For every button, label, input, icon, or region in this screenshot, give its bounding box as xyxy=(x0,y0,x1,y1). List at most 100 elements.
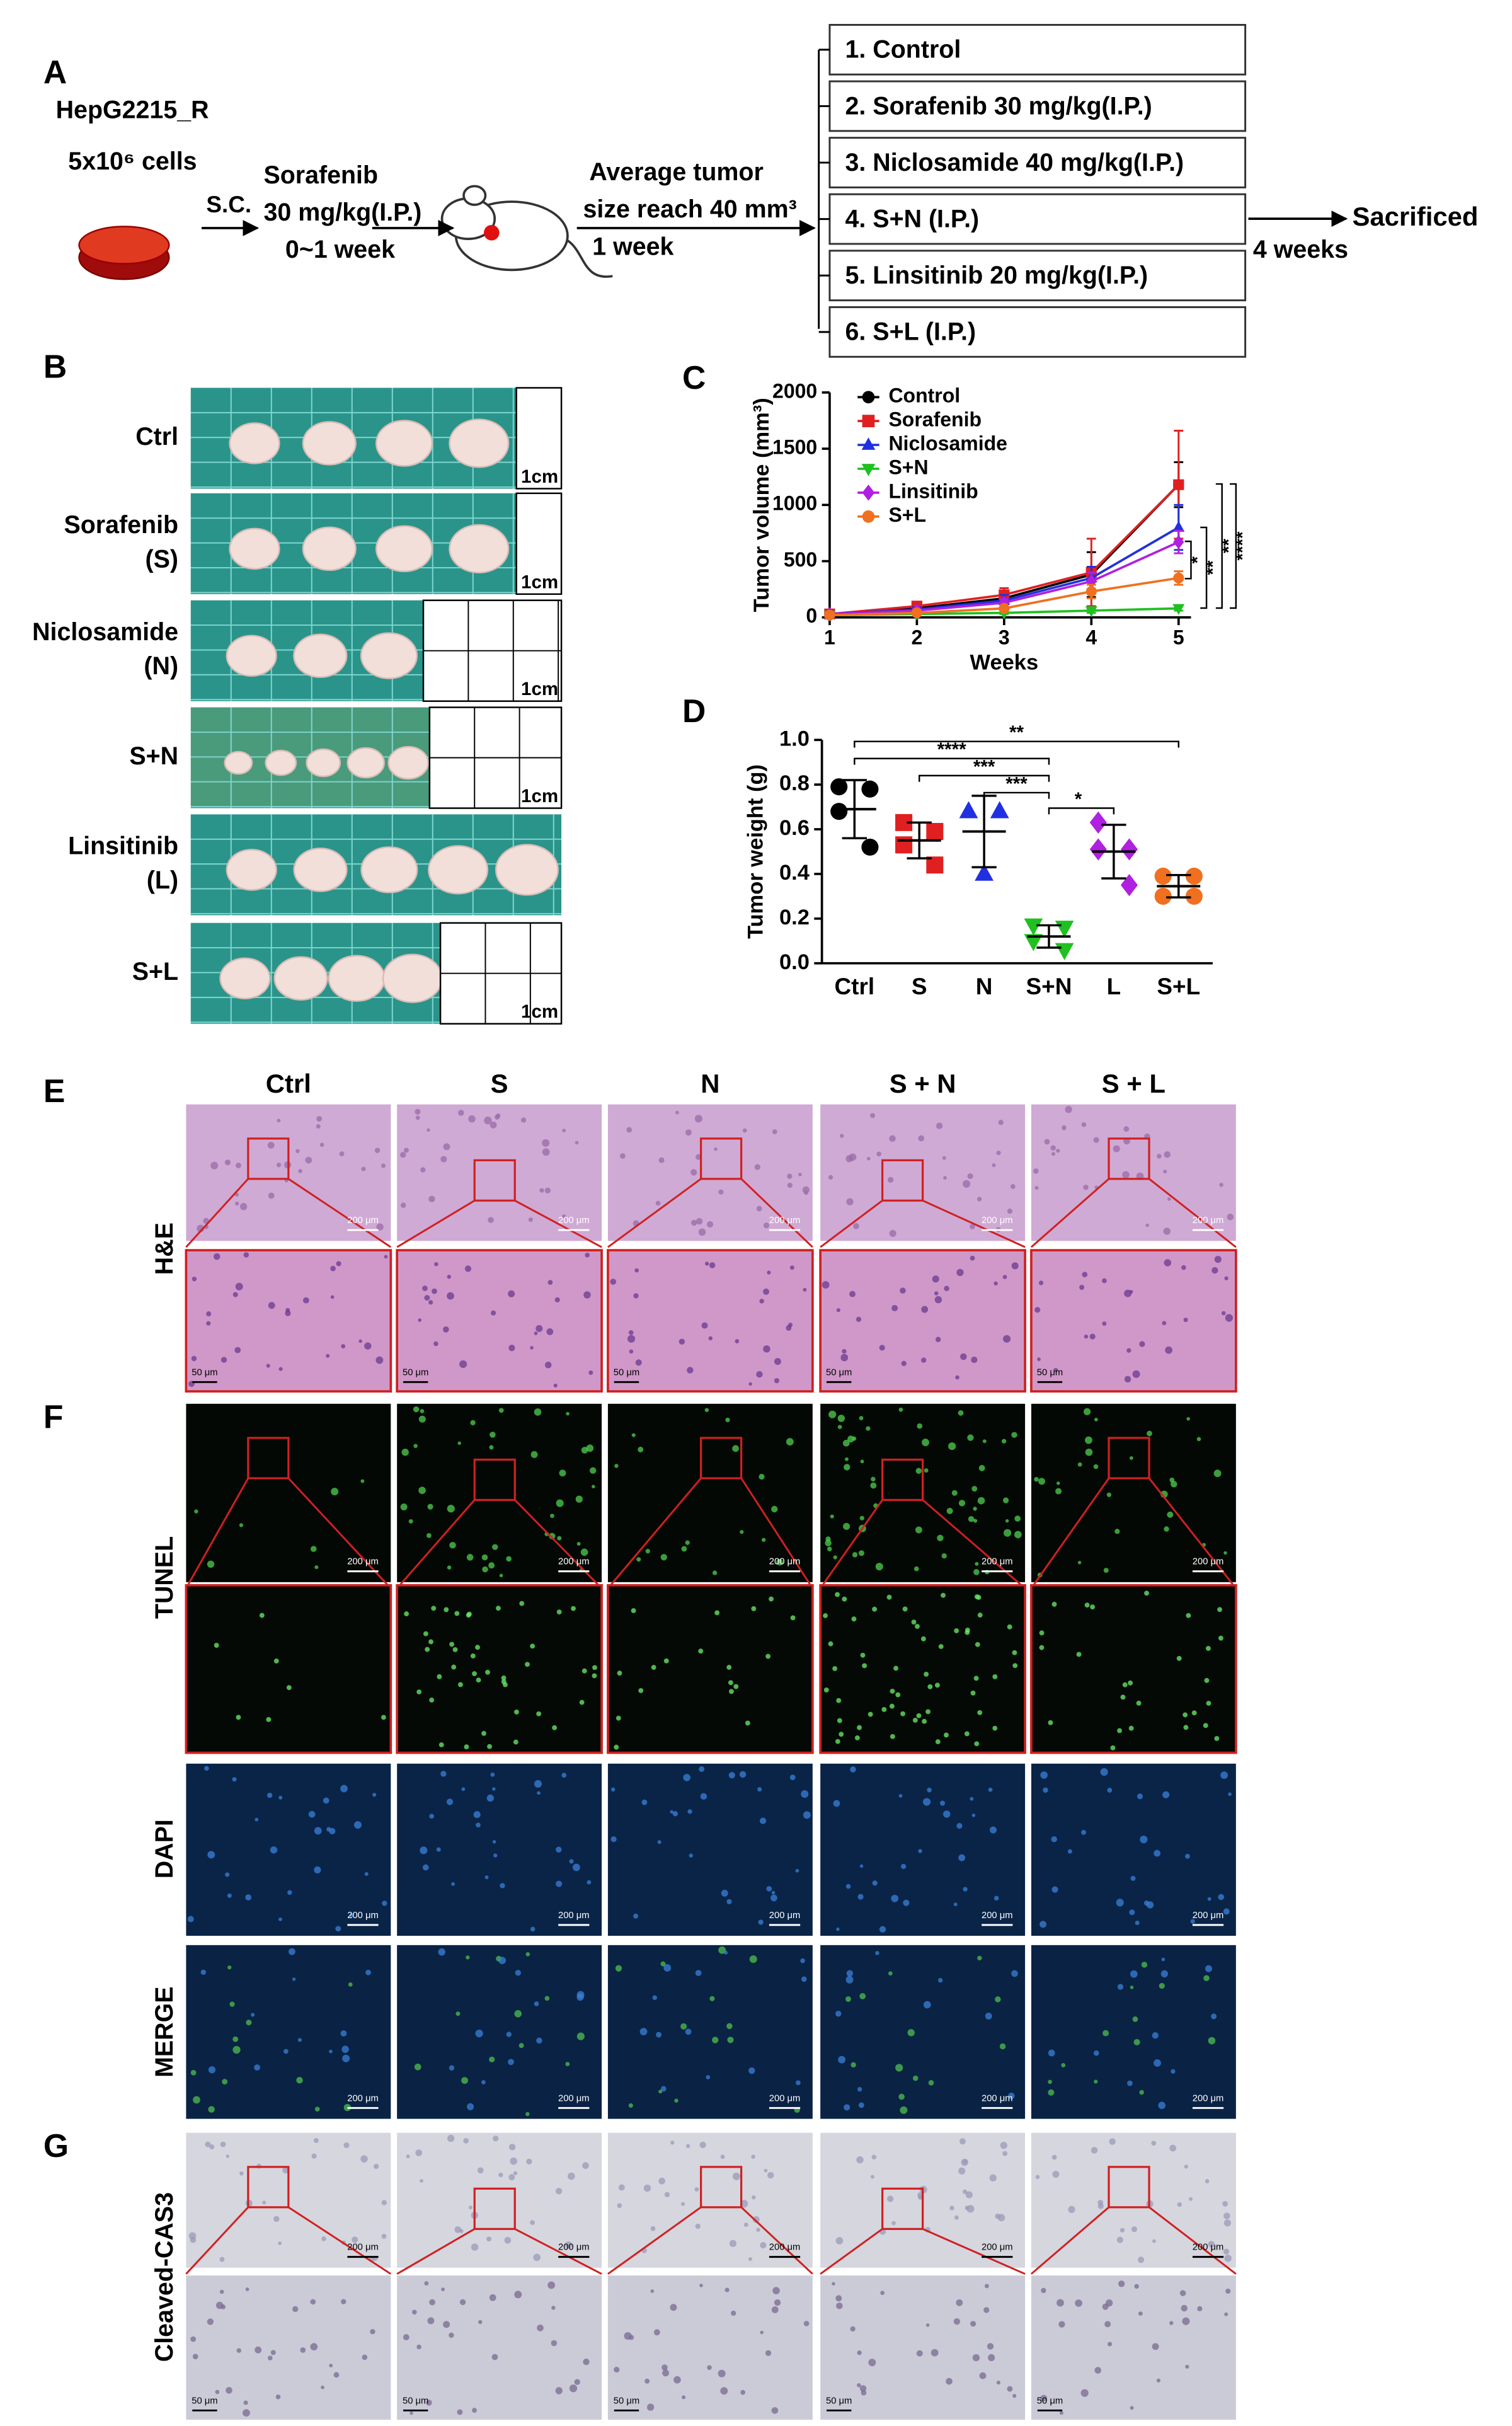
texture xyxy=(555,2188,563,2195)
texture xyxy=(278,1367,283,1371)
texture xyxy=(1075,2299,1082,2307)
texture xyxy=(550,1514,554,1518)
texture xyxy=(1132,1370,1140,1378)
texture xyxy=(658,2090,663,2094)
texture xyxy=(580,1548,588,1556)
scale-bar-label: 200 μm xyxy=(982,1557,1013,1567)
legend-label: Control xyxy=(888,384,960,407)
texture xyxy=(701,1322,708,1329)
texture xyxy=(492,1840,496,1844)
scale-bar-label: 50 μm xyxy=(826,1367,852,1377)
marker xyxy=(895,836,913,854)
texture xyxy=(836,2302,843,2309)
texture xyxy=(232,2045,241,2054)
texture xyxy=(996,1151,1001,1156)
texture xyxy=(995,1996,1001,2003)
texture xyxy=(973,1519,978,1523)
texture xyxy=(687,1809,692,1814)
texture xyxy=(492,1787,496,1791)
texture xyxy=(726,1899,732,1904)
texture xyxy=(748,2067,755,2074)
texture xyxy=(348,1982,353,1987)
texture xyxy=(822,1281,830,1289)
texture xyxy=(754,1164,760,1170)
texture xyxy=(658,1157,665,1163)
texture xyxy=(976,1197,982,1202)
texture xyxy=(759,1473,765,1480)
texture xyxy=(1007,1624,1012,1630)
texture xyxy=(914,1566,919,1572)
texture xyxy=(484,1875,489,1880)
texture xyxy=(617,2203,622,2208)
zoom-line xyxy=(1148,1478,1237,1589)
texture xyxy=(200,1969,207,1975)
row-label: Niclosamide xyxy=(32,618,178,646)
texture xyxy=(973,1507,977,1511)
texture xyxy=(490,1772,495,1777)
scale-bar-label: 200 μm xyxy=(558,2243,590,2253)
x-tick-label: 2 xyxy=(911,626,922,649)
texture xyxy=(1203,1975,1210,1982)
texture xyxy=(1138,2256,1145,2263)
texture xyxy=(192,2354,198,2360)
scale-bar-label: 200 μm xyxy=(1193,1216,1224,1226)
texture xyxy=(287,1890,292,1895)
texture xyxy=(674,2098,679,2103)
texture xyxy=(739,1771,747,1778)
texture xyxy=(193,2096,200,2104)
texture xyxy=(921,1357,927,1363)
texture xyxy=(408,1519,413,1524)
micrograph xyxy=(819,1584,1026,1754)
texture xyxy=(1014,1515,1021,1522)
texture xyxy=(226,2154,230,2158)
texture xyxy=(329,2049,333,2054)
texture xyxy=(490,1432,496,1438)
texture xyxy=(449,2065,455,2071)
texture xyxy=(489,2056,495,2062)
texture xyxy=(485,1669,490,1675)
texture xyxy=(850,2062,856,2068)
texture xyxy=(835,2295,842,2302)
row-label: S+L xyxy=(132,958,178,986)
texture xyxy=(1097,2203,1104,2209)
texture xyxy=(588,1370,593,1375)
texture xyxy=(426,1532,432,1538)
texture xyxy=(866,1426,871,1431)
texture xyxy=(191,1355,197,1362)
scale-bar-label: 200 μm xyxy=(769,1216,801,1226)
texture xyxy=(422,1864,429,1871)
texture xyxy=(1164,1526,1169,1532)
texture xyxy=(786,1438,794,1446)
zoom-box xyxy=(881,1458,924,1501)
texture xyxy=(1223,2212,1230,2219)
texture xyxy=(340,1785,348,1793)
tumor xyxy=(360,846,418,894)
texture xyxy=(1102,2030,1109,2037)
texture xyxy=(633,1293,639,1299)
texture xyxy=(889,1703,895,1709)
texture xyxy=(476,1677,481,1683)
label: size reach 40 mm³ xyxy=(583,195,797,223)
texture xyxy=(514,2291,522,2299)
texture xyxy=(433,1341,438,1347)
texture xyxy=(917,1423,923,1429)
texture xyxy=(1081,1122,1087,1127)
texture xyxy=(414,2063,421,2071)
texture xyxy=(759,1817,767,1824)
tumor xyxy=(224,750,253,775)
texture xyxy=(935,1337,941,1342)
texture xyxy=(961,2159,968,2166)
texture xyxy=(965,2191,973,2199)
texture xyxy=(268,1192,275,1199)
texture xyxy=(610,1836,617,1842)
texture xyxy=(610,1279,617,1285)
texture xyxy=(1208,2037,1216,2045)
texture xyxy=(967,1173,973,1180)
texture xyxy=(845,1975,854,1984)
texture xyxy=(190,2336,197,2342)
texture xyxy=(1107,2342,1113,2347)
texture xyxy=(843,1522,850,1530)
texture xyxy=(475,1645,480,1650)
texture xyxy=(804,1190,808,1195)
texture xyxy=(978,1464,985,1471)
